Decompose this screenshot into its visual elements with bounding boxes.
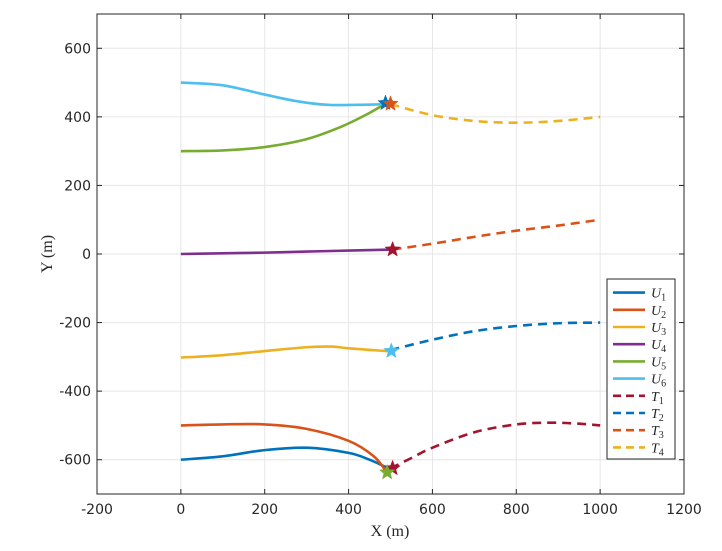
y-tick-label: -600 [59, 453, 91, 469]
y-tick-label: 600 [64, 41, 91, 57]
legend-subscript: 6 [661, 379, 666, 390]
series-line-t3 [392, 218, 601, 251]
star-u5-end [378, 463, 396, 480]
x-tick-label: 1000 [582, 502, 618, 518]
x-tick-label: 400 [335, 502, 362, 518]
y-tick-label: -200 [59, 316, 91, 332]
y-axis-label: Y (m) [39, 235, 56, 273]
legend-subscript: 1 [661, 293, 666, 304]
series-line-u5 [180, 102, 387, 153]
y-tick-label: 400 [64, 110, 91, 126]
x-tick-label: 0 [176, 502, 185, 518]
legend-subscript: 2 [661, 310, 666, 321]
y-tick-label: 200 [64, 178, 91, 194]
series-line-t4 [390, 102, 601, 124]
axis-ticks: -200 0 200 400 600 800 1000 1200 -600 -400 -200 0 20… [59, 14, 702, 518]
series-line-u2 [180, 422, 388, 473]
x-axis-label: X (m) [371, 523, 410, 540]
series-line-t2 [390, 321, 601, 352]
x-tick-label: 600 [419, 502, 446, 518]
x-tick-label: 800 [503, 502, 530, 518]
legend-subscript: 3 [661, 327, 666, 338]
series-layer [180, 81, 601, 473]
x-tick-label: -200 [81, 502, 113, 518]
series-line-u1 [180, 446, 392, 471]
legend-subscript: 4 [661, 344, 666, 355]
series-line-u4 [180, 248, 393, 256]
x-tick-label: 1200 [666, 502, 702, 518]
marker-layer [377, 94, 401, 480]
legend-subscript: 5 [661, 361, 666, 372]
series-line-t1 [389, 421, 601, 470]
star-t4-target [382, 95, 399, 111]
star-t2-target [383, 342, 400, 359]
legend-subscript: 2 [659, 413, 664, 424]
star-t3-target [384, 240, 401, 257]
legend-subscript: 3 [659, 430, 664, 441]
legend-subscript: 4 [659, 447, 664, 458]
x-tick-label: 200 [251, 502, 278, 518]
y-tick-label: -400 [59, 384, 91, 400]
y-tick-label: 0 [82, 247, 91, 263]
series-line-u6 [180, 81, 387, 107]
series-line-u3 [180, 345, 391, 359]
legend-subscript: 1 [659, 396, 664, 407]
